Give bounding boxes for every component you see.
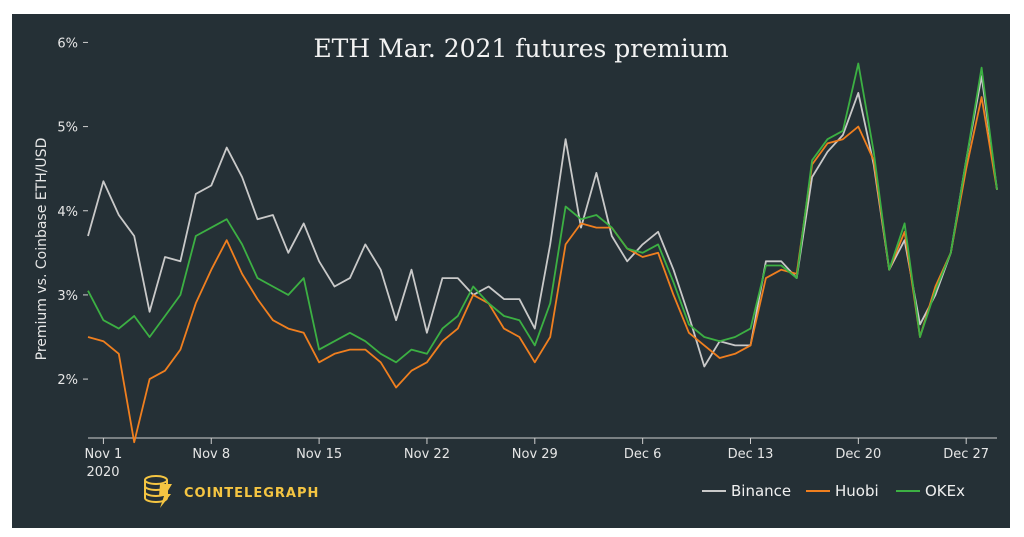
y-tick-label: 2% (57, 373, 78, 388)
y-tick-label: 3% (57, 289, 78, 304)
chart-title: ETH Mar. 2021 futures premium (313, 34, 728, 63)
y-tick-label: 4% (57, 205, 78, 220)
brand-logo: COINTELEGRAPH (144, 475, 319, 508)
series-line-binance (87, 75, 998, 368)
cointelegraph-logo-icon (144, 475, 172, 508)
y-tick-label: 5% (57, 121, 78, 136)
plot-lines (87, 62, 998, 444)
x-tick-label: Dec 20 (835, 447, 881, 462)
x-tick-label: Nov 15 (296, 447, 342, 462)
x-tick-label: Dec 27 (943, 447, 989, 462)
chart-card: ETH Mar. 2021 futures premium Premium vs… (12, 14, 1010, 528)
y-tick-label: 6% (57, 36, 78, 51)
brand-name: COINTELEGRAPH (184, 486, 319, 501)
x-tick-label: Nov 22 (404, 447, 450, 462)
x-tick-year-label: 2020 (86, 465, 119, 480)
x-tick-label: Dec 13 (728, 447, 774, 462)
x-tick-label: Dec 6 (624, 447, 662, 462)
y-axis-label: Premium vs. Coinbase ETH/USD (34, 138, 50, 361)
legend-label-binance: Binance (731, 482, 791, 500)
y-axis: 2% 3% 4% 5% 6% (57, 36, 88, 388)
legend: Binance Huobi OKEx (702, 482, 965, 500)
series-line-huobi (87, 96, 998, 444)
x-tick-label: Nov 1 (85, 447, 123, 462)
chart-svg: ETH Mar. 2021 futures premium Premium vs… (34, 34, 998, 508)
legend-label-okex: OKEx (925, 482, 965, 500)
x-axis: Nov 1 Nov 8 Nov 15 Nov 22 Nov 29 Dec 6 Dec 13 D… (85, 437, 997, 462)
legend-label-huobi: Huobi (835, 482, 879, 500)
series-line-okex (87, 62, 998, 364)
x-tick-label: Nov 8 (192, 447, 230, 462)
x-tick-label: Nov 29 (512, 447, 558, 462)
